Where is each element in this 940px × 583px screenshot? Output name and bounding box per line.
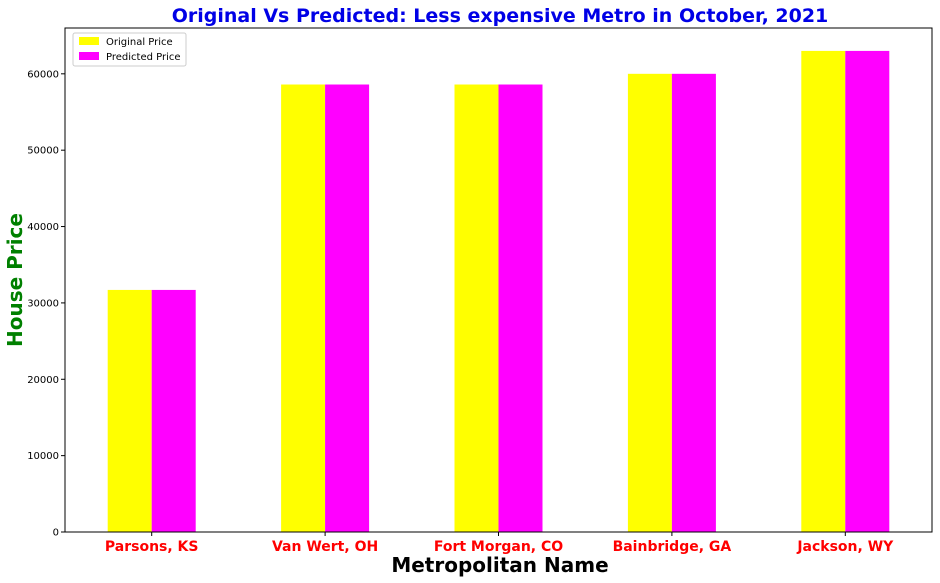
y-tick-label: 30000: [27, 298, 59, 309]
legend-swatch: [79, 52, 99, 60]
legend-label: Predicted Price: [106, 52, 181, 63]
legend: Original Price Predicted Price: [72, 32, 187, 67]
bar-original-4: [801, 50, 846, 533]
bar-predicted-0: [151, 289, 196, 532]
y-tick-label: 40000: [27, 222, 59, 233]
y-tick-label: 20000: [27, 375, 59, 386]
bar-original-2: [454, 84, 499, 532]
y-tick-label: 0: [53, 528, 59, 539]
x-axis-label: Metropolitan Name: [391, 553, 608, 577]
legend-swatch: [79, 37, 99, 45]
x-tick-label: Bainbridge, GA: [613, 539, 732, 555]
x-tick-label: Jackson, WY: [796, 539, 894, 555]
legend-box: [72, 32, 187, 67]
x-tick-label: Parsons, KS: [105, 539, 199, 555]
plot-frame: [64, 27, 933, 533]
y-tick-label: 50000: [27, 146, 59, 157]
bar-predicted-4: [845, 50, 890, 533]
bar-original-0: [107, 289, 152, 532]
bar-predicted-1: [325, 84, 370, 532]
y-axis-label: House Price: [3, 213, 27, 347]
bar-predicted-2: [498, 84, 543, 532]
legend-label: Original Price: [106, 37, 173, 48]
y-tick-label: 10000: [27, 451, 59, 462]
chart-title: Original Vs Predicted: Less expensive Me…: [172, 5, 829, 27]
bar-predicted-3: [671, 73, 716, 533]
plot-area: Parsons, KS Van Wert, OH Fort Morgan, CO Ba…: [27, 27, 933, 555]
y-tick-label: 60000: [27, 69, 59, 80]
bar-original-1: [281, 84, 326, 532]
bar-original-3: [627, 73, 672, 533]
x-tick-label: Van Wert, OH: [272, 539, 378, 555]
x-tick-label: Fort Morgan, CO: [434, 539, 563, 555]
